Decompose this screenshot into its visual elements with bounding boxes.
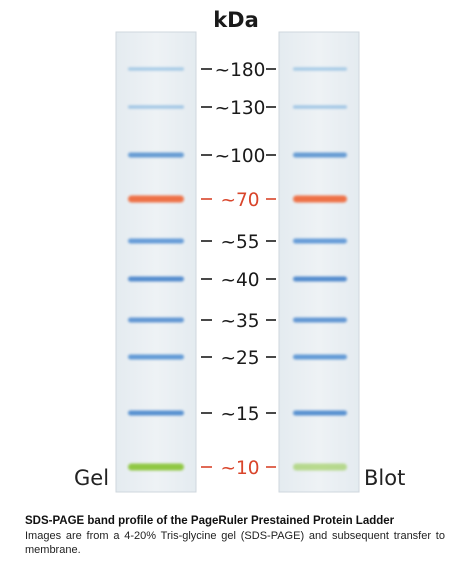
marker-label-25: ~25 bbox=[220, 348, 259, 369]
gel-lane-label: Gel bbox=[74, 466, 110, 490]
gel-band-70 bbox=[128, 195, 184, 203]
gel-band-100 bbox=[128, 152, 184, 158]
blot-band-25 bbox=[293, 354, 347, 360]
ladder-diagram: ~180 ~130 ~100 ~70 ~55 ~40 ~35 ~25 ~15 ~10 bbox=[115, 31, 360, 493]
blot-band-10 bbox=[293, 463, 347, 471]
caption-body: Images are from a 4-20% Tris-glycine gel… bbox=[25, 530, 445, 556]
gel-band-15 bbox=[128, 410, 184, 416]
blot-band-40 bbox=[293, 276, 347, 282]
blot-band-130 bbox=[293, 105, 347, 109]
marker-label-100: ~100 bbox=[215, 146, 266, 167]
ladder-figure: kDa ~180 ~130 ~100 ~70 ~55 ~40 ~35 ~25 ~15 ~10 Ge… bbox=[74, 8, 406, 493]
blot-band-55 bbox=[293, 238, 347, 244]
blot-band-70 bbox=[293, 195, 347, 203]
gel-band-35 bbox=[128, 317, 184, 323]
gel-band-10 bbox=[128, 463, 184, 471]
blot-lane-label: Blot bbox=[364, 466, 406, 490]
gel-band-25 bbox=[128, 354, 184, 360]
blot-band-35 bbox=[293, 317, 347, 323]
figure-caption: SDS-PAGE band profile of the PageRuler P… bbox=[25, 514, 445, 557]
marker-label-55: ~55 bbox=[220, 232, 259, 253]
marker-label-130: ~130 bbox=[215, 98, 266, 119]
marker-label-70: ~70 bbox=[220, 190, 259, 211]
marker-label-35: ~35 bbox=[220, 311, 259, 332]
unit-label: kDa bbox=[213, 8, 259, 32]
blot-lane bbox=[278, 31, 360, 493]
gel-lane bbox=[115, 31, 197, 493]
gel-band-40 bbox=[128, 276, 184, 282]
blot-band-180 bbox=[293, 67, 347, 71]
gel-band-130 bbox=[128, 105, 184, 109]
gel-band-55 bbox=[128, 238, 184, 244]
marker-label-10: ~10 bbox=[220, 458, 259, 479]
blot-band-100 bbox=[293, 152, 347, 158]
marker-label-180: ~180 bbox=[215, 60, 266, 81]
gel-band-180 bbox=[128, 67, 184, 71]
blot-band-15 bbox=[293, 410, 347, 416]
caption-title: SDS-PAGE band profile of the PageRuler P… bbox=[25, 515, 395, 527]
marker-label-40: ~40 bbox=[220, 270, 259, 291]
marker-label-15: ~15 bbox=[220, 404, 259, 425]
